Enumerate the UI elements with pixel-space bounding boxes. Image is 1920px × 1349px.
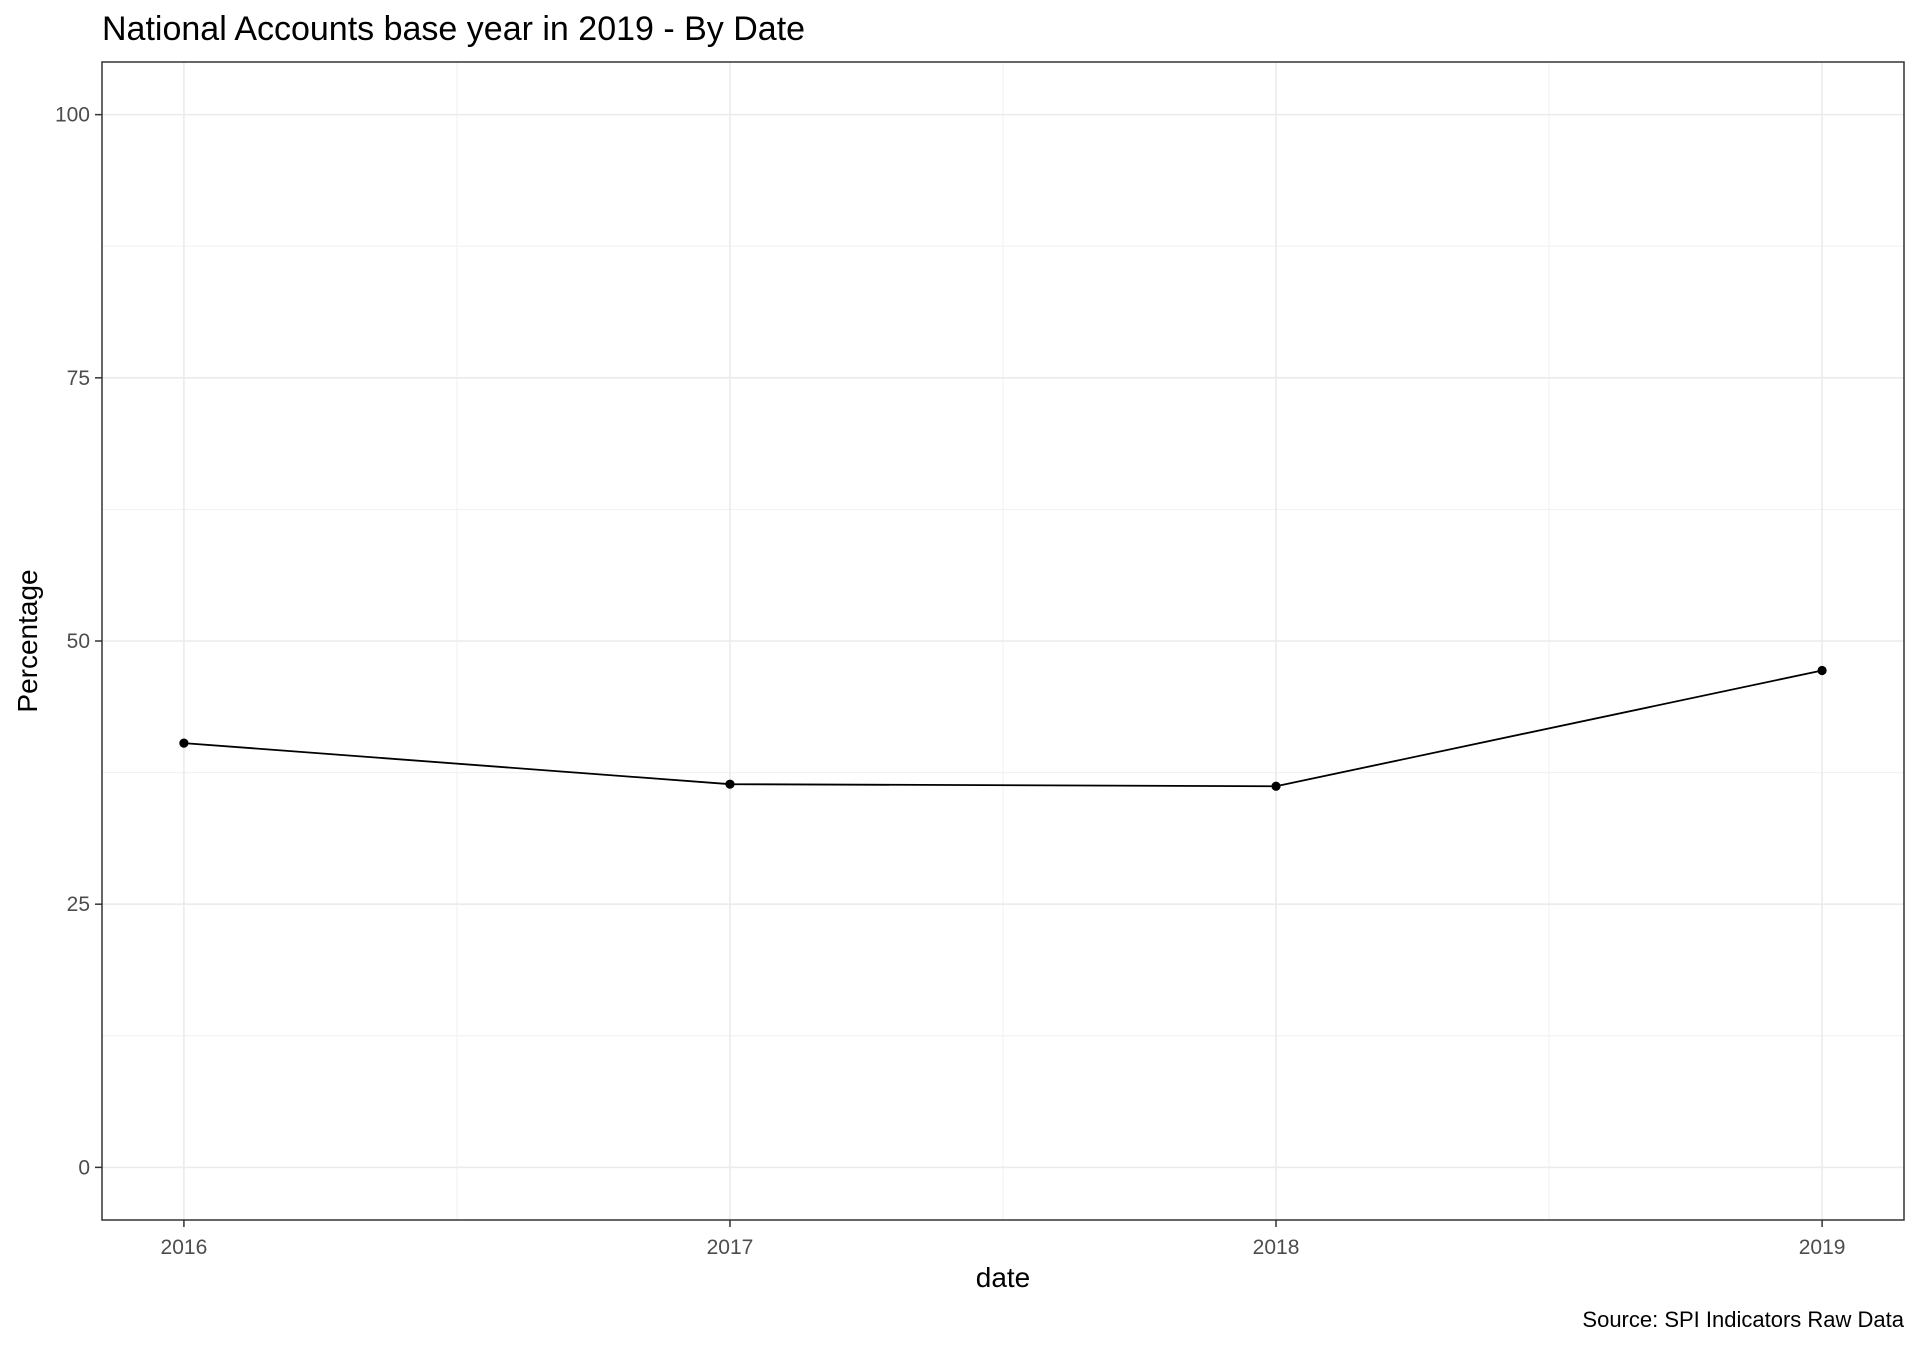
series-layer: [179, 665, 1827, 791]
chart-title: National Accounts base year in 2019 - By…: [102, 10, 805, 48]
x-axis-title: date: [976, 1262, 1031, 1293]
x-tick-label: 2018: [1253, 1236, 1300, 1259]
x-axis: 2016 2017 2018 2019: [161, 1220, 1846, 1259]
data-point: [1817, 665, 1827, 676]
major-gridlines: [102, 62, 1904, 1220]
y-tick-label: 75: [67, 367, 90, 390]
y-tick-label: 100: [55, 104, 90, 127]
y-axis-title: Percentage: [12, 569, 43, 712]
x-tick-label: 2016: [161, 1236, 208, 1259]
y-tick-label: 25: [67, 893, 90, 916]
data-point: [725, 779, 735, 789]
y-axis: 0 25 50 75 100: [55, 104, 102, 1179]
x-tick-label: 2017: [707, 1236, 754, 1259]
chart-caption: Source: SPI Indicators Raw Data: [1582, 1307, 1904, 1332]
series-line: [183, 669, 1823, 788]
y-tick-label: 50: [67, 630, 90, 653]
data-point: [1271, 781, 1281, 791]
x-tick-label: 2019: [1799, 1236, 1846, 1259]
y-tick-label: 0: [78, 1156, 90, 1179]
data-point: [179, 738, 189, 748]
